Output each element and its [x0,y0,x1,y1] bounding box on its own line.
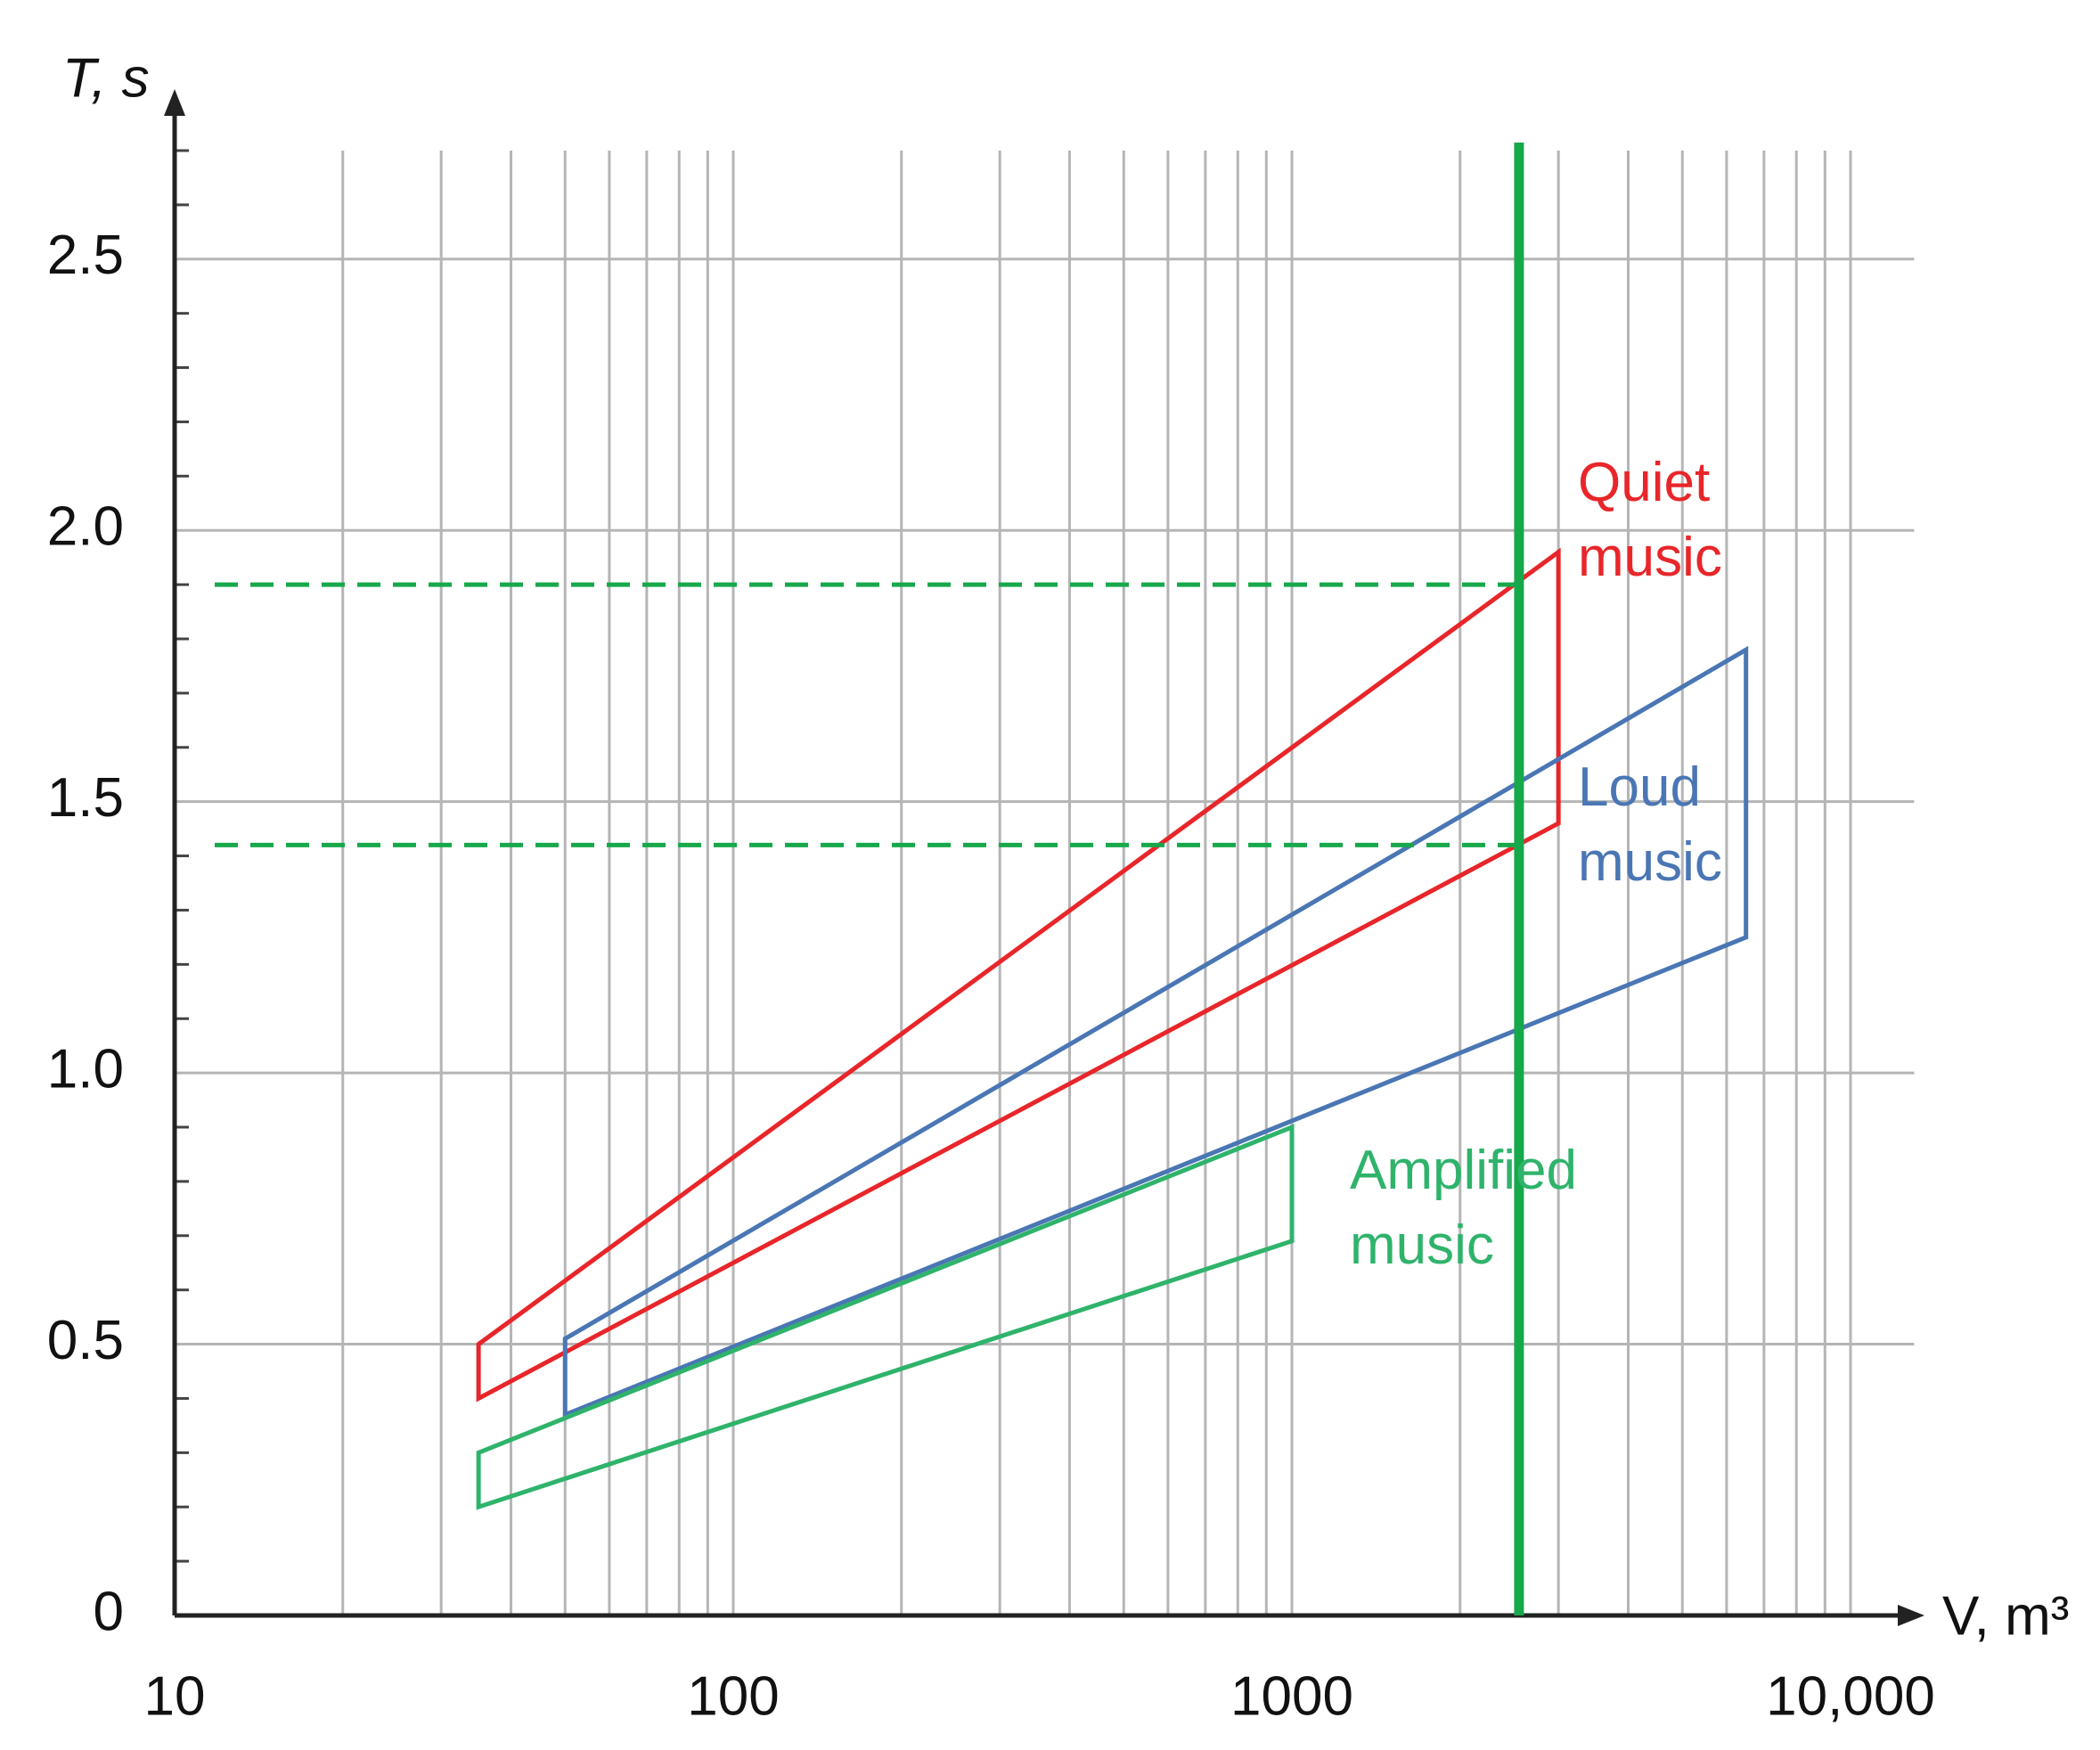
x-axis-label: V, m³ [1942,1585,2069,1647]
series-outline [476,547,1561,1402]
y-tick-label: 2.0 [47,496,124,558]
y-tick-label: 1.5 [47,767,124,829]
y-axis-label: T, s [62,47,150,109]
y-tick-label: 2.5 [47,225,124,286]
y-tick-label: 0.5 [47,1310,124,1371]
y-axis-arrow [164,89,185,116]
x-tick-label: 1000 [1230,1665,1353,1727]
series-label: Loud music [1578,756,1722,893]
series-label: Quiet music [1578,452,1722,588]
y-tick-label: 0 [94,1581,124,1642]
series-outline [562,645,1749,1419]
series-outline [476,1124,1295,1510]
y-tick-label: 1.0 [47,1038,124,1100]
x-axis-arrow [1898,1605,1924,1626]
x-tick-label: 10 [144,1665,206,1727]
series-label: Amplified music [1350,1140,1577,1276]
x-tick-label: 100 [687,1665,779,1727]
x-tick-label: 10,000 [1766,1665,1935,1727]
